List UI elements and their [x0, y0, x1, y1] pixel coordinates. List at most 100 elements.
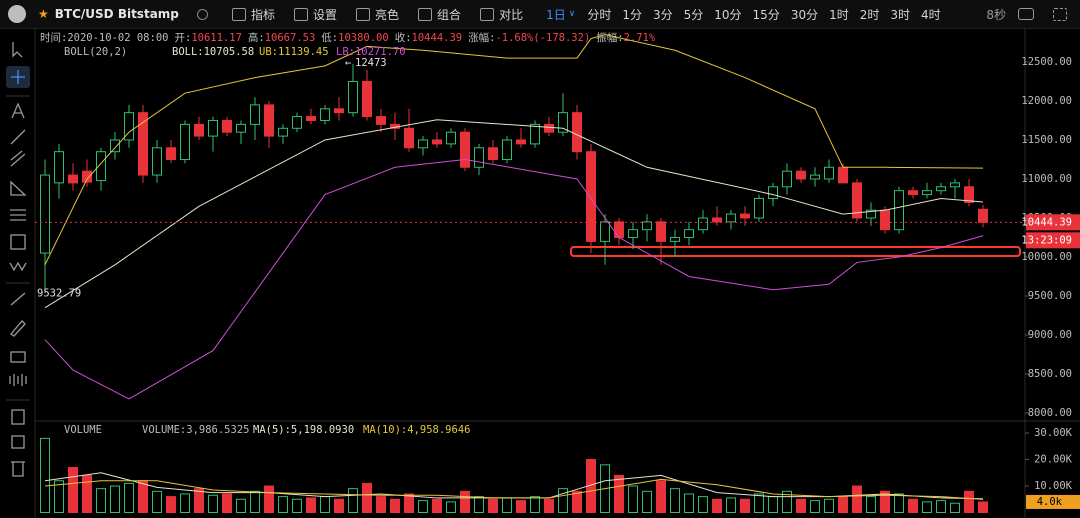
candle-body	[488, 147, 498, 160]
volume-bar	[642, 490, 652, 513]
brush-tool[interactable]	[10, 320, 26, 337]
volume-bar	[726, 497, 736, 514]
volume-current: VOLUME:3,986.5325	[142, 424, 249, 436]
tool-button[interactable]: 设置	[294, 6, 337, 23]
volume-bar	[222, 493, 232, 514]
fullscreen-button[interactable]	[1053, 7, 1072, 21]
interval-button[interactable]: 1时	[829, 7, 849, 22]
interval-button[interactable]: 4时	[921, 7, 941, 22]
candle-body	[264, 104, 274, 137]
interval-button[interactable]: 1分	[622, 7, 642, 22]
candle-body	[922, 190, 932, 196]
candle-body	[152, 147, 162, 176]
candle-body	[432, 139, 442, 145]
tool-label: 亮色	[375, 7, 400, 22]
volume-bar	[390, 498, 400, 513]
candle-body	[334, 108, 344, 114]
candle-body	[194, 123, 204, 137]
interval-button[interactable]: 分时	[587, 7, 612, 22]
refresh-timer: 8秒	[986, 7, 1006, 22]
volume-bar	[670, 488, 680, 514]
y-tick-label: 9000.00	[1028, 329, 1072, 341]
crosshair-icon	[11, 70, 25, 84]
countdown-label: 13:23:09	[1021, 234, 1072, 246]
ruler-tool[interactable]	[10, 292, 26, 306]
volume-bar	[754, 493, 764, 514]
y-tick-label: 11000.00	[1021, 173, 1072, 185]
interval-button[interactable]: 3时	[890, 7, 911, 22]
tool-button[interactable]: 亮色	[356, 6, 399, 23]
y-tick-label: 11500.00	[1021, 134, 1072, 146]
info-value: 10444.39	[411, 32, 463, 44]
candle-body	[782, 170, 792, 188]
interval-button[interactable]: 5分	[683, 7, 704, 22]
candle-body	[908, 190, 918, 196]
tool-button[interactable]: 指标	[232, 6, 275, 23]
text-tool[interactable]	[11, 102, 25, 119]
candle-body	[530, 123, 540, 145]
info-value: 10380.00	[338, 32, 389, 44]
candle-body	[418, 139, 428, 149]
interval-button[interactable]: 30分	[790, 7, 819, 22]
line-tool[interactable]	[10, 129, 26, 145]
template-tool[interactable]	[11, 435, 25, 449]
interval-button[interactable]: 15分	[752, 7, 780, 22]
magnet-tool[interactable]	[9, 374, 27, 386]
cursor-tool[interactable]	[12, 42, 23, 58]
volume-bar	[698, 496, 708, 514]
lock-tool[interactable]	[10, 351, 26, 363]
logo[interactable]	[8, 5, 26, 23]
tool-button[interactable]: 组合	[418, 6, 461, 23]
shape-tool[interactable]	[10, 180, 27, 196]
grid-tool[interactable]	[10, 234, 26, 250]
candle-body	[656, 221, 666, 242]
tool-label: 指标	[251, 7, 276, 22]
last-volume-label: 4.0k	[1037, 496, 1063, 508]
volume-bar	[978, 501, 988, 513]
layers-tool[interactable]	[11, 409, 25, 425]
candle-body	[572, 112, 582, 153]
interval-button[interactable]: 10分	[714, 7, 742, 22]
volume-bar	[530, 496, 540, 514]
volume-bar	[628, 485, 638, 514]
y-tick-label: 12500.00	[1021, 56, 1072, 68]
symbol[interactable]: ★ BTC/USD Bitstamp	[38, 7, 218, 21]
volume-bar	[502, 497, 512, 514]
highlight-box	[570, 246, 1021, 257]
volume-bar	[40, 437, 50, 514]
volume-bar	[782, 490, 792, 513]
candle-body	[222, 119, 232, 133]
candle-body	[978, 208, 988, 223]
volume-bar	[908, 498, 918, 513]
candle-body	[670, 236, 680, 242]
interval-button[interactable]: 3分	[652, 7, 673, 22]
tool-button[interactable]: 对比	[480, 6, 523, 23]
candle-body	[348, 80, 358, 114]
volume-bar	[558, 488, 568, 514]
wave-tool[interactable]	[9, 261, 27, 272]
interval-select[interactable]: 1日 ∨	[546, 7, 576, 22]
channel-tool[interactable]	[10, 150, 26, 167]
candle-body	[684, 229, 694, 238]
screenshot-button[interactable]	[1018, 8, 1039, 20]
y-tick-label: 10000.00	[1021, 251, 1072, 263]
volume-bar	[110, 485, 120, 514]
volume-bar	[404, 493, 414, 514]
y-tick-label: 30.00K	[1034, 427, 1073, 439]
volume-bar	[180, 493, 190, 514]
interval-button[interactable]: 2时	[859, 7, 880, 22]
delete-tool[interactable]	[11, 461, 25, 477]
fib-tool[interactable]	[10, 209, 26, 221]
candle-body	[474, 147, 484, 168]
tool-label: 对比	[499, 7, 524, 22]
volume-bar	[334, 498, 344, 513]
volume-bar	[796, 498, 806, 513]
volume-bar	[418, 500, 428, 513]
candle-body	[460, 131, 470, 168]
candle-body	[110, 139, 120, 153]
indicator-title: VOLUME	[64, 424, 102, 436]
candle-body	[502, 139, 512, 160]
volume-bar	[152, 490, 162, 513]
